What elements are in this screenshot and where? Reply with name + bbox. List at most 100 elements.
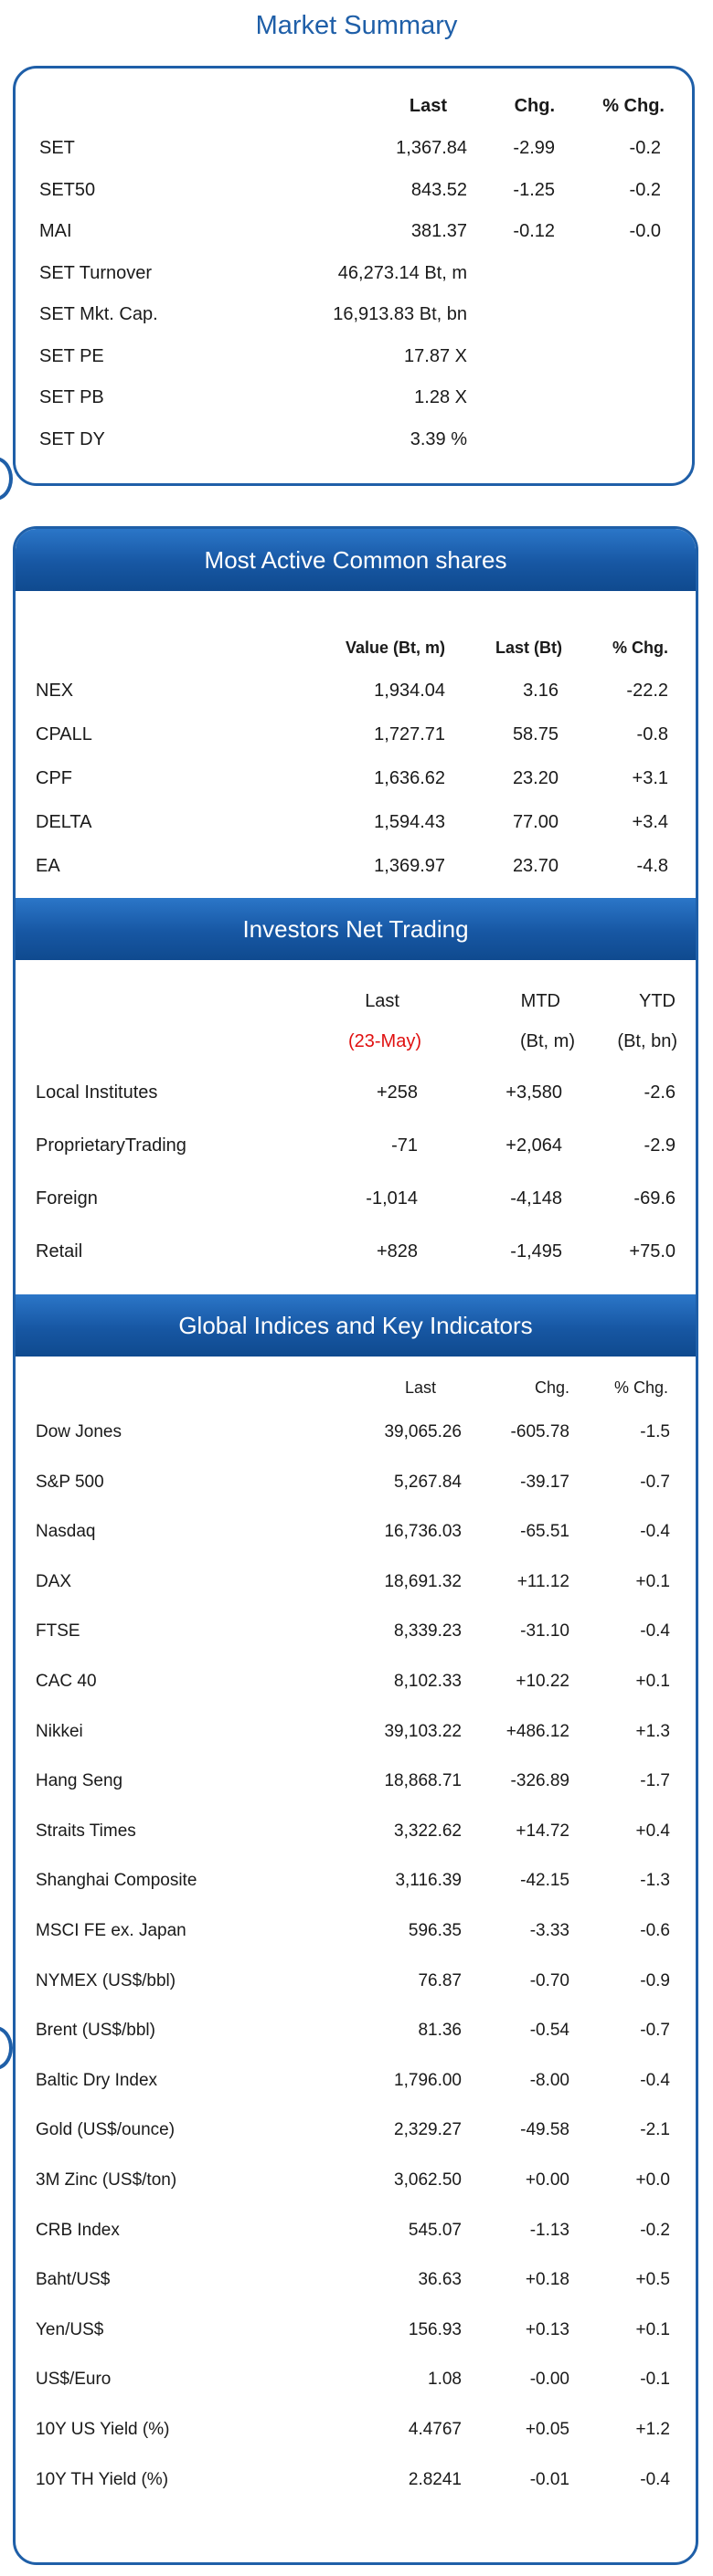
cell-ytd: -69.6 [633,1188,676,1209]
cell-last: 1,796.00 [394,2070,462,2090]
cell-chg: +0.00 [525,2170,569,2190]
table-row: CAC 40 8,102.33 +10.22 +0.1 [16,1672,696,1699]
table-row: 10Y US Yield (%) 4.4767 +0.05 +1.2 [16,2420,696,2447]
cell-last: 16,736.03 [384,1522,462,1542]
cell-chg: -8.00 [529,2070,569,2090]
cell-pct-chg: -0.4 [640,2469,670,2489]
table-row: CPALL 1,727.71 58.75 -0.8 [16,724,696,752]
row-label: Hang Seng [36,1771,123,1791]
cell-pct-chg: +0.0 [635,2170,670,2190]
header-pct-chg: % Chg. [602,96,665,116]
row-label: SET PE [39,345,104,366]
row-label: CRB Index [36,2220,120,2240]
table-row: NYMEX (US$/bbl) 76.87 -0.70 -0.9 [16,1971,696,1999]
table-row: EA 1,369.97 23.70 -4.8 [16,856,696,883]
cell-ytd: +75.0 [629,1241,676,1262]
cell-pct-chg: -0.2 [629,138,661,158]
header-pct-chg: % Chg. [612,639,668,657]
row-label: SET [39,138,75,158]
cell-last: 17.87 X [404,345,467,366]
market-summary-card: Last Chg. % Chg. SET 1,367.84 -2.99 -0.2 SET… [13,66,695,486]
row-label: DAX [36,1571,72,1591]
cell-last: 58.75 [512,724,559,744]
row-label: SET PB [39,387,104,407]
cell-last: 3.16 [523,681,559,701]
most-active-title: Most Active Common shares [204,546,507,574]
cell-ytd: -2.9 [644,1135,676,1156]
row-label: Nikkei [36,1721,83,1741]
cell-last: 1,367.84 [396,138,467,158]
cell-chg: -0.54 [529,2021,569,2041]
cell-pct-chg: +0.1 [635,1571,670,1591]
row-label: Dow Jones [36,1422,122,1441]
global-indices-title-band: Global Indices and Key Indicators [16,1294,696,1357]
table-row: Straits Times 3,322.62 +14.72 +0.4 [16,1821,696,1849]
cell-pct-chg: -1.7 [640,1771,670,1791]
cell-pct-chg: -0.6 [640,1921,670,1940]
header-ytd-unit: (Bt, bn) [617,1031,677,1051]
market-summary-header-row: Last Chg. % Chg. [16,96,692,123]
row-label: NEX [36,681,74,701]
cell-pct-chg: -0.8 [636,724,668,744]
table-row: SET DY 3.39 % [16,429,692,457]
cell-mtd: -4,148 [510,1188,562,1209]
cell-last: 3,322.62 [394,1821,462,1841]
investors-subheader-row: (23-May) (Bt, m) (Bt, bn) [16,1031,696,1059]
row-label: Local Institutes [36,1082,158,1103]
table-row: DELTA 1,594.43 77.00 +3.4 [16,812,696,839]
cell-last: 3,062.50 [394,2170,462,2190]
cell-value: 1,636.62 [374,768,445,788]
table-row: MSCI FE ex. Japan 596.35 -3.33 -0.6 [16,1921,696,1948]
row-label: DELTA [36,812,92,832]
table-row: NEX 1,934.04 3.16 -22.2 [16,681,696,708]
row-label: CPF [36,768,72,788]
table-row: SET50 843.52 -1.25 -0.2 [16,180,692,207]
cell-chg: -1.13 [529,2220,569,2240]
cell-last: 2,329.27 [394,2120,462,2140]
cell-chg: -0.01 [529,2469,569,2489]
cell-pct-chg: -0.4 [640,2070,670,2090]
cell-chg: -0.12 [513,221,555,241]
header-ytd: YTD [639,991,676,1011]
row-label: Baltic Dry Index [36,2070,158,2090]
table-row: Nikkei 39,103.22 +486.12 +1.3 [16,1722,696,1749]
row-label: Retail [36,1241,83,1262]
cell-chg: -1.25 [513,179,555,200]
investors-header-row: Last MTD YTD [16,991,696,1019]
cell-pct-chg: -0.2 [629,179,661,200]
table-row: S&P 500 5,267.84 -39.17 -0.7 [16,1473,696,1500]
row-label: NYMEX (US$/bbl) [36,1970,176,1990]
cell-chg: -39.17 [520,1472,569,1492]
table-row: Dow Jones 39,065.26 -605.78 -1.5 [16,1422,696,1450]
cell-chg: +0.05 [525,2420,569,2439]
cell-last: 596.35 [408,1921,462,1940]
table-row: Local Institutes +258 +3,580 -2.6 [16,1082,696,1110]
cell-last: 8,339.23 [394,1621,462,1642]
cell-pct-chg: +1.2 [635,2420,670,2439]
cell-chg: -65.51 [520,1522,569,1542]
table-row: Foreign -1,014 -4,148 -69.6 [16,1188,696,1216]
page-title: Market Summary [255,11,458,40]
header-last: Last [365,991,399,1011]
global-header-row: Last Chg. % Chg. [16,1378,696,1406]
cell-pct-chg: -0.7 [640,2021,670,2041]
row-label: Brent (US$/bbl) [36,2021,155,2041]
row-label: 3M Zinc (US$/ton) [36,2170,177,2190]
cell-mtd: -1,495 [510,1241,562,1262]
table-row: SET 1,367.84 -2.99 -0.2 [16,138,692,165]
cell-pct-chg: -0.4 [640,1522,670,1542]
cell-pct-chg: +0.4 [635,1821,670,1841]
most-active-title-band: Most Active Common shares [16,529,696,591]
row-label: ProprietaryTrading [36,1135,186,1156]
cell-chg: -3.33 [529,1921,569,1940]
cell-last: -1,014 [366,1188,418,1209]
cell-chg: -31.10 [520,1621,569,1642]
cell-last: 23.70 [512,856,559,876]
table-row: Brent (US$/bbl) 81.36 -0.54 -0.7 [16,2021,696,2048]
row-label: CPALL [36,724,92,744]
cell-last: 3.39 % [410,428,467,449]
cell-pct-chg: -0.2 [640,2220,670,2240]
cell-last: 1.08 [428,2370,462,2390]
cell-last: +258 [376,1082,418,1103]
row-label: EA [36,856,60,876]
